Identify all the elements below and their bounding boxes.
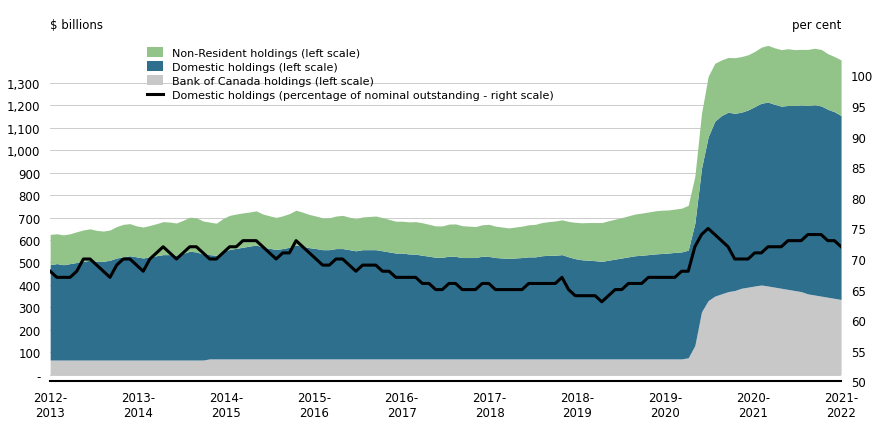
Text: $ billions: $ billions: [50, 20, 103, 32]
Legend: Non-Resident holdings (left scale), Domestic holdings (left scale), Bank of Cana: Non-Resident holdings (left scale), Dome…: [147, 48, 554, 101]
Text: per cent: per cent: [792, 20, 841, 32]
